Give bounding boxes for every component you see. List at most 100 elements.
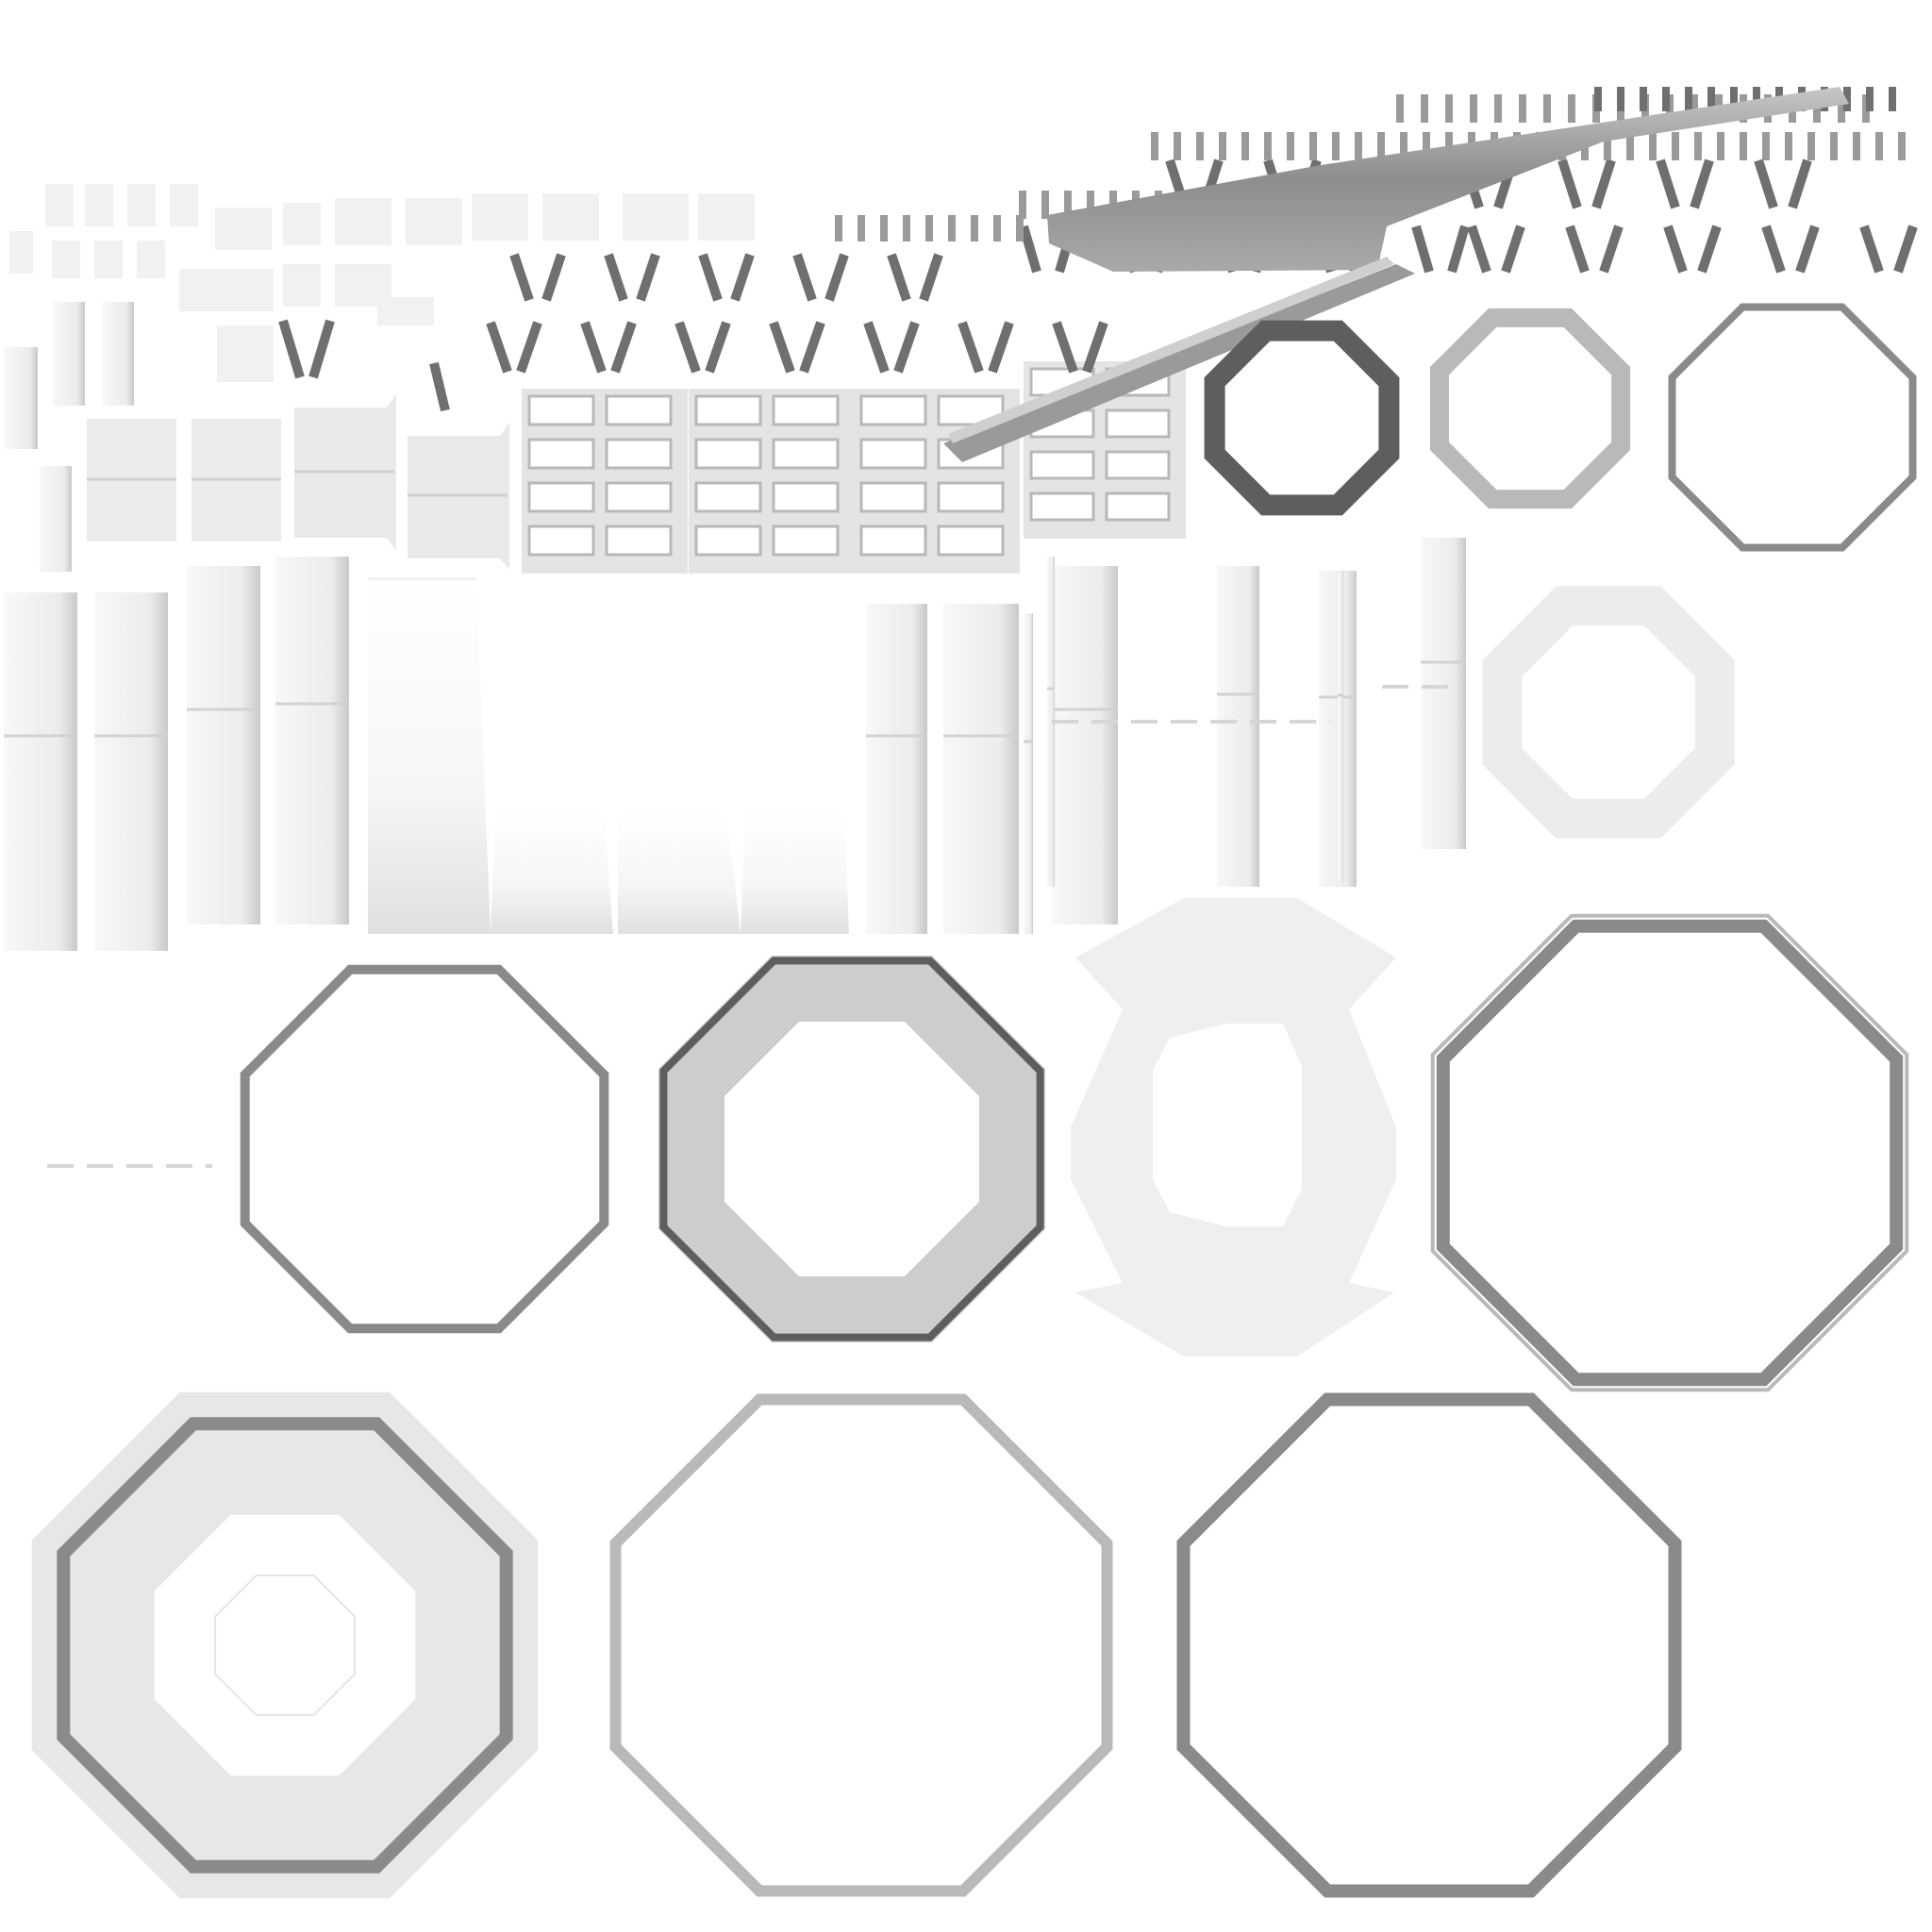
- window-cell: [937, 525, 1005, 557]
- vertical-dash: [948, 215, 956, 242]
- diagonal-tick: [486, 321, 512, 374]
- window-cell: [1105, 408, 1171, 439]
- faint-patch: [215, 208, 272, 250]
- strip-group: [4, 538, 1466, 951]
- vertical-dash: [1219, 132, 1226, 160]
- vertical-dash: [880, 215, 888, 242]
- vertical-dash: [835, 215, 842, 242]
- vertical-dash: [925, 215, 933, 242]
- vertical-dash: [1730, 87, 1738, 111]
- window-cell: [859, 394, 927, 426]
- diagonal-tick: [824, 253, 849, 302]
- vertical-dash: [1264, 132, 1272, 160]
- vertical-dash: [1662, 87, 1670, 111]
- vertical-strip: [1338, 571, 1343, 882]
- faint-patch: [137, 241, 165, 278]
- vertical-dash: [1640, 87, 1647, 111]
- vertical-dash: [1626, 132, 1634, 160]
- window-cell: [527, 481, 595, 513]
- panel: [40, 466, 72, 572]
- vertical-dash: [993, 215, 1001, 242]
- vertical-dash: [1332, 132, 1340, 160]
- window-cell: [694, 394, 762, 426]
- octagon-ring: [1436, 919, 1904, 1387]
- window-cell: [694, 438, 762, 470]
- trapezoid-group: [368, 580, 849, 934]
- diagonal-tick: [1447, 225, 1470, 274]
- vertical-dash: [1568, 94, 1575, 123]
- diagonal-tick: [1663, 225, 1688, 274]
- window-cell: [527, 438, 595, 470]
- diagonal-tick: [1411, 225, 1434, 274]
- faint-patch: [170, 184, 198, 226]
- vertical-dash: [1707, 87, 1715, 111]
- vertical-dash: [1690, 94, 1698, 123]
- vertical-dash: [1898, 132, 1906, 160]
- diagonal-tick: [893, 321, 920, 374]
- octagon-ring: [1482, 586, 1735, 839]
- octagon-ring: [609, 1393, 1113, 1897]
- faint-patch: [45, 184, 74, 226]
- octagon-ring: [658, 956, 1045, 1342]
- vertical-dash: [1241, 132, 1249, 160]
- diagonal-tick: [1019, 225, 1041, 274]
- panel: [102, 302, 134, 406]
- window-cell: [772, 481, 840, 513]
- diagonal-tick: [919, 253, 943, 302]
- faint-patch: [623, 193, 689, 241]
- vertical-dash: [1889, 87, 1896, 111]
- vertical-dash: [1151, 132, 1158, 160]
- vertical-dash: [858, 215, 865, 242]
- window-cell: [694, 481, 762, 513]
- vertical-dash: [1421, 94, 1428, 123]
- window-cell: [772, 394, 840, 426]
- vertical-strip: [943, 604, 1019, 934]
- vertical-dash: [1470, 94, 1477, 123]
- vertical-dash: [1685, 87, 1692, 111]
- vertical-dash: [1174, 132, 1181, 160]
- faint-patch: [179, 269, 274, 311]
- vertical-dash: [1617, 87, 1624, 111]
- vertical-strip: [1421, 538, 1466, 849]
- vertical-dash: [1355, 132, 1362, 160]
- window-cell: [1029, 450, 1095, 480]
- vertical-dash: [1753, 87, 1760, 111]
- panel: [53, 302, 85, 406]
- vertical-dash: [1287, 132, 1294, 160]
- window-cell: [605, 481, 673, 513]
- vertical-dash: [1494, 94, 1502, 123]
- diagonal-tick: [698, 253, 723, 302]
- diagonal-tick: [863, 321, 890, 374]
- vertical-strip: [94, 592, 168, 951]
- faint-patch: [85, 184, 113, 226]
- octagon-group: [31, 303, 1917, 1899]
- diagonal-tick: [887, 253, 911, 302]
- window-cell: [1029, 491, 1095, 522]
- panel: [4, 347, 38, 449]
- vertical-dash: [1717, 132, 1724, 160]
- diagonal-tick: [730, 253, 755, 302]
- dash-group: [47, 685, 1462, 1168]
- vertical-dash: [1866, 87, 1874, 111]
- vertical-dash: [1543, 94, 1551, 123]
- diagonal-tick: [799, 321, 825, 374]
- diagonal-tick: [1656, 158, 1680, 209]
- diagonal-tick: [429, 361, 450, 412]
- vertical-strip: [1024, 613, 1033, 934]
- trapezoid: [368, 580, 491, 934]
- vertical-strip: [1217, 566, 1259, 887]
- window-cell: [605, 438, 673, 470]
- vertical-dash: [1838, 94, 1845, 123]
- window-cell: [527, 394, 595, 426]
- diagonal-tick: [1082, 321, 1108, 374]
- faint-patch: [127, 184, 156, 226]
- vertical-strip: [1052, 566, 1118, 924]
- shield-shape: [1071, 898, 1396, 1357]
- window-cell: [772, 525, 840, 557]
- faint-patch: [94, 241, 123, 278]
- vertical-dash: [1423, 132, 1430, 160]
- beam-group: [943, 87, 1849, 462]
- diagonal-tick: [1052, 321, 1078, 374]
- vertical-strip: [275, 557, 349, 924]
